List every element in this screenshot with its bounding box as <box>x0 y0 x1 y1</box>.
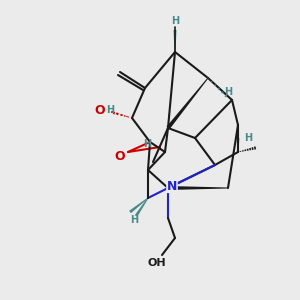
Polygon shape <box>168 186 228 190</box>
Polygon shape <box>135 198 148 217</box>
Polygon shape <box>236 138 239 152</box>
Text: OH: OH <box>148 258 166 268</box>
Text: H: H <box>244 133 252 143</box>
Text: H: H <box>224 87 232 97</box>
Text: O: O <box>95 103 105 116</box>
Text: O: O <box>115 151 125 164</box>
Polygon shape <box>173 30 176 52</box>
Text: H: H <box>171 16 179 26</box>
Polygon shape <box>167 78 208 129</box>
Text: N: N <box>167 179 177 193</box>
Text: H: H <box>106 105 114 115</box>
Polygon shape <box>129 198 148 213</box>
Text: H: H <box>143 139 151 149</box>
Text: H: H <box>130 215 138 225</box>
